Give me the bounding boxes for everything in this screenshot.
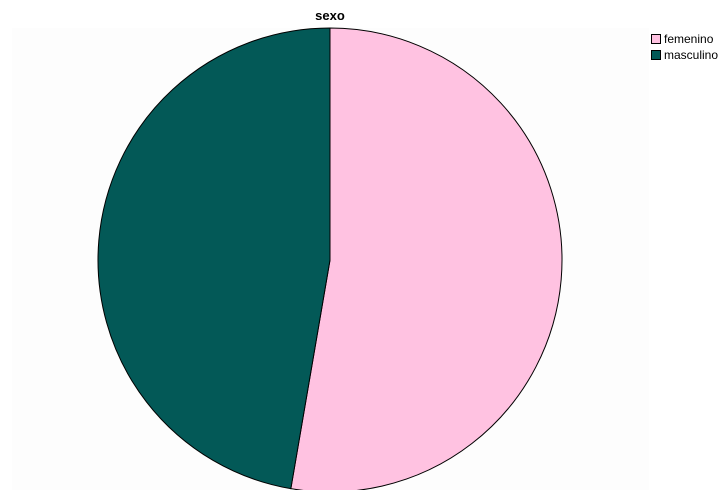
legend-swatch-femenino xyxy=(651,34,661,44)
pie-slice-femenino xyxy=(290,27,563,490)
legend-swatch-masculino xyxy=(651,50,661,60)
legend-item-masculino: masculino xyxy=(651,47,718,63)
pie-slice-masculino xyxy=(97,27,331,490)
legend-label-femenino: femenino xyxy=(664,32,714,46)
legend-label-masculino: masculino xyxy=(664,48,719,62)
legend-item-femenino: femenino xyxy=(651,31,718,47)
legend: femenino masculino xyxy=(651,31,718,63)
chart-title: sexo xyxy=(315,8,345,23)
